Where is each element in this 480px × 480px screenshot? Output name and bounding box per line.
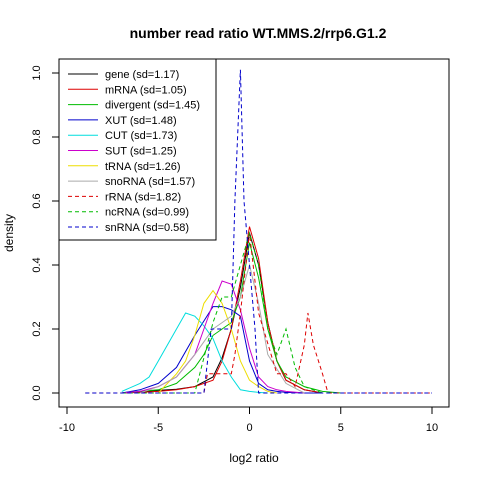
x-tick-label: -5 [153, 422, 163, 434]
legend-entry: tRNA (sd=1.26) [105, 161, 181, 173]
y-tick-label: 0.8 [31, 129, 43, 144]
legend: gene (sd=1.17) mRNA (sd=1.05) divergent (s… [58, 58, 217, 241]
series-line [85, 232, 432, 394]
series-layer [85, 69, 432, 394]
y-tick-label: 0.2 [31, 321, 43, 336]
legend-entry: SUT (sd=1.25) [105, 146, 177, 158]
y-tick-label: 0.6 [31, 193, 43, 208]
y-axis-label: density [2, 214, 16, 252]
series-line [121, 226, 323, 394]
legend-entry: gene (sd=1.17) [105, 69, 179, 81]
legend-entry: divergent (sd=1.45) [105, 100, 200, 112]
y-tick-label: 0.0 [31, 385, 43, 400]
x-tick-label: 0 [246, 422, 252, 434]
legend-entry: rRNA (sd=1.82) [105, 191, 181, 203]
x-axis-label: log2 ratio [229, 451, 279, 465]
y-tick-label: 1.0 [31, 65, 43, 80]
x-tick-label: 10 [426, 422, 438, 434]
series-line [121, 231, 323, 394]
x-tick-label: 5 [338, 422, 344, 434]
legend-entry: ncRNA (sd=0.99) [105, 207, 189, 219]
legend-entry: XUT (sd=1.48) [105, 115, 177, 127]
legend-entry: mRNA (sd=1.05) [105, 84, 187, 96]
series-line [121, 306, 323, 394]
legend-entry: CUT (sd=1.73) [105, 130, 177, 142]
y-tick-label: 0.4 [31, 257, 43, 272]
series-line [85, 69, 432, 394]
series-line [139, 263, 305, 394]
legend-entry: snoRNA (sd=1.57) [105, 176, 195, 188]
x-tick-label: -10 [59, 422, 75, 434]
plot-area [85, 69, 432, 394]
legend-entry: snRNA (sd=0.58) [105, 222, 189, 234]
x-axis: -10 -5 0 5 10 [59, 406, 438, 434]
chart-title: number read ratio WT.MMS.2/rrp6.G1.2 [130, 25, 387, 41]
